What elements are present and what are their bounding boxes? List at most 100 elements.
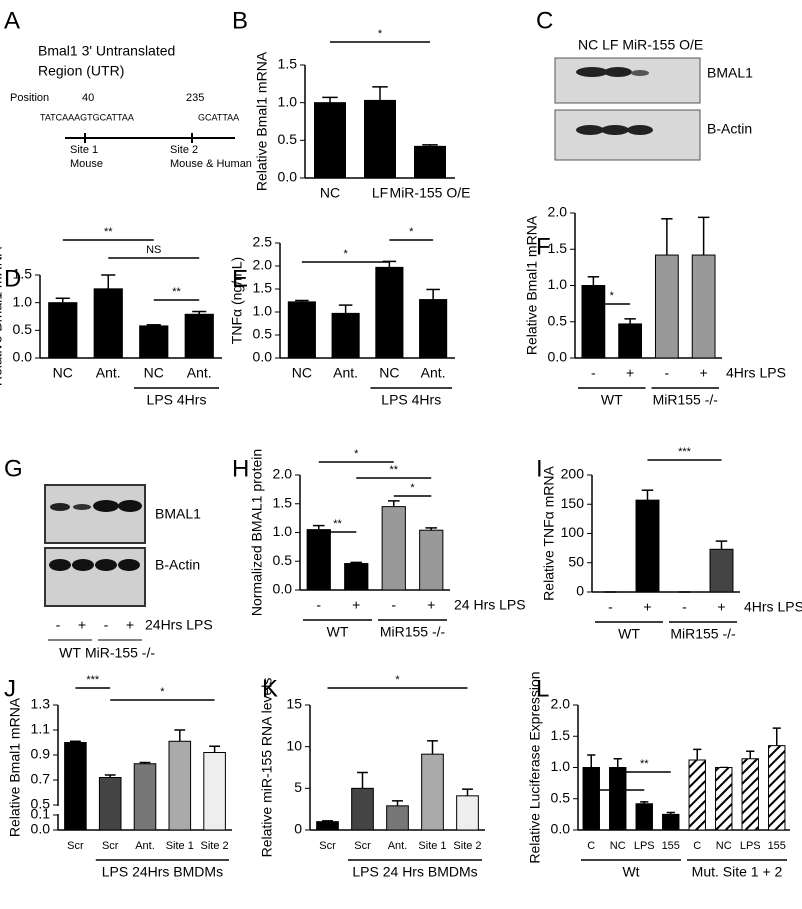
band: [601, 125, 629, 135]
y-tick-label: 15: [286, 696, 302, 712]
blot-label: BMAL1: [707, 65, 753, 81]
treatment-label: 24 Hrs LPS: [454, 597, 526, 613]
x-tick-label: LF: [372, 185, 388, 201]
y-tick-label: 0.0: [31, 821, 51, 837]
band: [49, 559, 71, 571]
treatment-label: 4Hrs LPS: [744, 599, 802, 615]
group-label: MiR-155 -/-: [85, 645, 155, 661]
bar: [582, 767, 600, 831]
lane-label: +: [126, 617, 134, 633]
x-tick-label: Site 1: [166, 840, 194, 852]
bar: [419, 299, 448, 359]
y-tick-label: 1.0: [278, 93, 298, 109]
x-tick-label: 155: [768, 840, 786, 852]
y-tick-label: 1.0: [253, 303, 273, 319]
y-tick-label: 0: [294, 821, 302, 837]
bar: [98, 777, 122, 831]
x-tick-label: +: [717, 599, 725, 615]
band: [50, 503, 70, 511]
y-axis-label: Relative Luciferase Expression: [527, 671, 543, 863]
y-axis-label: TNFα (ng/mL): [229, 257, 245, 344]
x-tick-label: MiR-155 O/E: [390, 185, 471, 201]
panel-letter: L: [536, 675, 549, 702]
panel-letter: F: [536, 233, 551, 260]
significance-label: **: [640, 758, 649, 770]
panel-letter: B: [232, 7, 248, 34]
y-tick-label: 10: [286, 737, 302, 753]
blot: [554, 57, 701, 104]
sequence: GCATTAA: [198, 112, 239, 122]
y-tick-label: 0.5: [551, 789, 571, 805]
x-tick-label: NC: [144, 365, 164, 381]
band: [576, 125, 604, 135]
band: [118, 500, 142, 512]
x-tick-label: Scr: [354, 840, 371, 852]
bar: [48, 302, 78, 359]
bar: [688, 759, 706, 831]
panel-letter: C: [536, 7, 553, 34]
bar: [386, 805, 409, 831]
bar: [662, 813, 680, 831]
x-tick-label: NC: [53, 365, 73, 381]
x-tick-label: Site 2: [201, 840, 229, 852]
y-tick-label: 0.5: [273, 552, 293, 568]
significance-label: *: [343, 248, 348, 260]
x-tick-label: -: [391, 597, 396, 613]
y-tick-label: 1.5: [13, 266, 33, 282]
bar: [768, 745, 786, 831]
panel-letter: G: [4, 455, 23, 482]
group-label: MiR155 -/-: [380, 624, 446, 640]
sequence: TATCAAAGTGCATTAA: [40, 112, 134, 122]
band: [95, 559, 117, 571]
significance-label: **: [104, 226, 113, 238]
y-tick-label: 1.1: [31, 721, 51, 737]
x-tick-label: Site 2: [453, 840, 481, 852]
y-tick-label: 200: [561, 466, 585, 482]
bar: [456, 795, 479, 831]
y-axis-label: Relative Bmal1 mRNA: [524, 215, 540, 355]
x-tick-label: +: [626, 365, 634, 381]
x-tick-label: Ant.: [388, 840, 408, 852]
x-tick-label: Scr: [67, 840, 84, 852]
bar: [168, 740, 192, 831]
significance-label: **: [389, 464, 398, 476]
y-tick-label: 2.0: [273, 466, 293, 482]
bar: [316, 821, 339, 831]
y-tick-label: 1.0: [13, 293, 33, 309]
group-label: MiR155 -/-: [670, 626, 736, 642]
bar: [618, 323, 643, 359]
y-tick-label: 0.0: [548, 349, 568, 365]
bar: [635, 499, 660, 593]
y-tick-label: 1.5: [551, 727, 571, 743]
x-tick-label: NC: [320, 185, 340, 201]
y-tick-label: 50: [568, 553, 584, 569]
band: [576, 67, 608, 77]
significance-label: ***: [86, 674, 100, 686]
x-tick-label: -: [316, 597, 321, 613]
band: [604, 67, 632, 77]
y-axis-label: Relative miR-155 RNA levels: [259, 678, 275, 858]
bar: [184, 313, 214, 359]
bar: [287, 301, 316, 359]
group-label: WT: [327, 624, 349, 640]
x-tick-label: C: [693, 840, 701, 852]
y-tick-label: 1.5: [253, 280, 273, 296]
significance-label: *: [354, 448, 359, 460]
x-tick-label: -: [608, 599, 613, 615]
y-tick-label: 0.1: [31, 806, 51, 822]
y-tick-label: 100: [561, 524, 585, 540]
bar: [581, 285, 606, 359]
x-tick-label: LPS: [634, 840, 655, 852]
y-axis-label: Relative TNFα mRNA: [541, 466, 557, 601]
panel-letter: J: [4, 675, 16, 702]
x-tick-label: Scr: [102, 840, 119, 852]
group-label: WT: [618, 626, 640, 642]
blot-label: BMAL1: [155, 506, 201, 522]
x-tick-label: NC: [716, 840, 732, 852]
x-tick-label: +: [352, 597, 360, 613]
bar: [414, 145, 446, 179]
lane-labels: NC LF MiR-155 O/E: [578, 37, 703, 53]
significance-label: *: [160, 686, 165, 698]
x-tick-label: NC: [610, 840, 626, 852]
significance-label: **: [333, 518, 342, 530]
